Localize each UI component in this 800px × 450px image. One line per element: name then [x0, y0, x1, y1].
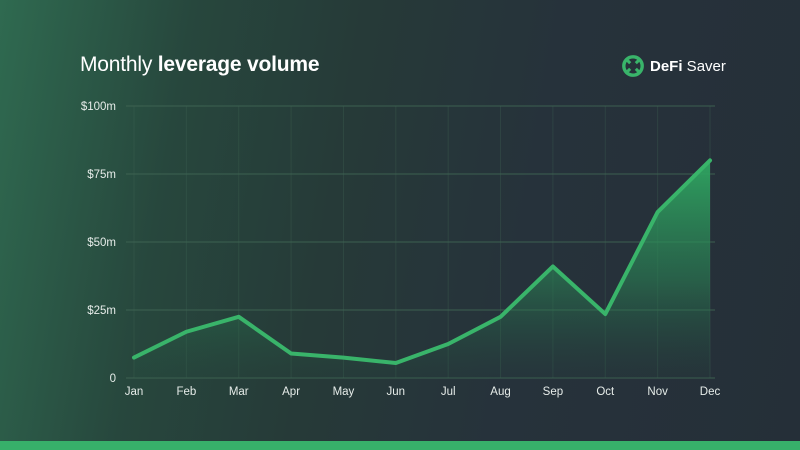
y-tick-label-1: $25m: [87, 305, 116, 317]
series-line: [132, 158, 712, 366]
series-area-fill: [134, 160, 710, 378]
x-tick-label-oct: Oct: [596, 386, 615, 398]
chart-title-bold: leverage volume: [157, 53, 320, 76]
y-tick-label-0: 0: [110, 373, 116, 385]
data-point-jul: [446, 342, 450, 346]
y-tick-label-3: $75m: [87, 169, 116, 181]
x-tick-label-nov: Nov: [647, 386, 668, 398]
brand-name-secondary: Saver: [682, 57, 726, 75]
x-tick-label-feb: Feb: [176, 386, 196, 398]
brand: DeFi Saver: [622, 55, 726, 77]
defi-saver-logo-icon: [622, 55, 644, 77]
data-point-jan: [132, 356, 136, 360]
x-tick-label-jan: Jan: [125, 386, 144, 398]
x-tick-label-may: May: [333, 386, 355, 398]
data-point-mar: [237, 315, 241, 319]
x-tick-label-aug: Aug: [490, 386, 510, 398]
bottom-accent-bar: [0, 441, 800, 450]
y-tick-label-2: $50m: [87, 237, 116, 249]
data-point-oct: [603, 312, 607, 316]
y-tick-label-4: $100m: [81, 101, 116, 113]
data-point-apr: [289, 352, 293, 356]
brand-name-primary: DeFi: [650, 57, 683, 75]
x-tick-label-sep: Sep: [543, 386, 563, 398]
x-tick-label-jun: Jun: [387, 386, 406, 398]
data-point-feb: [184, 330, 188, 334]
data-point-nov: [656, 210, 660, 214]
data-point-dec: [708, 158, 712, 162]
brand-name: DeFi Saver: [650, 58, 726, 75]
x-tick-label-dec: Dec: [700, 386, 721, 398]
x-tick-label-apr: Apr: [282, 386, 300, 398]
data-point-may: [341, 356, 345, 360]
data-point-aug: [499, 315, 503, 319]
chart-title: Monthly leverage volume: [80, 53, 320, 77]
x-tick-label-mar: Mar: [229, 386, 249, 398]
data-point-jun: [394, 361, 398, 365]
chart-title-regular: Monthly: [80, 53, 158, 76]
x-tick-label-jul: Jul: [441, 386, 456, 398]
data-point-sep: [551, 264, 555, 268]
